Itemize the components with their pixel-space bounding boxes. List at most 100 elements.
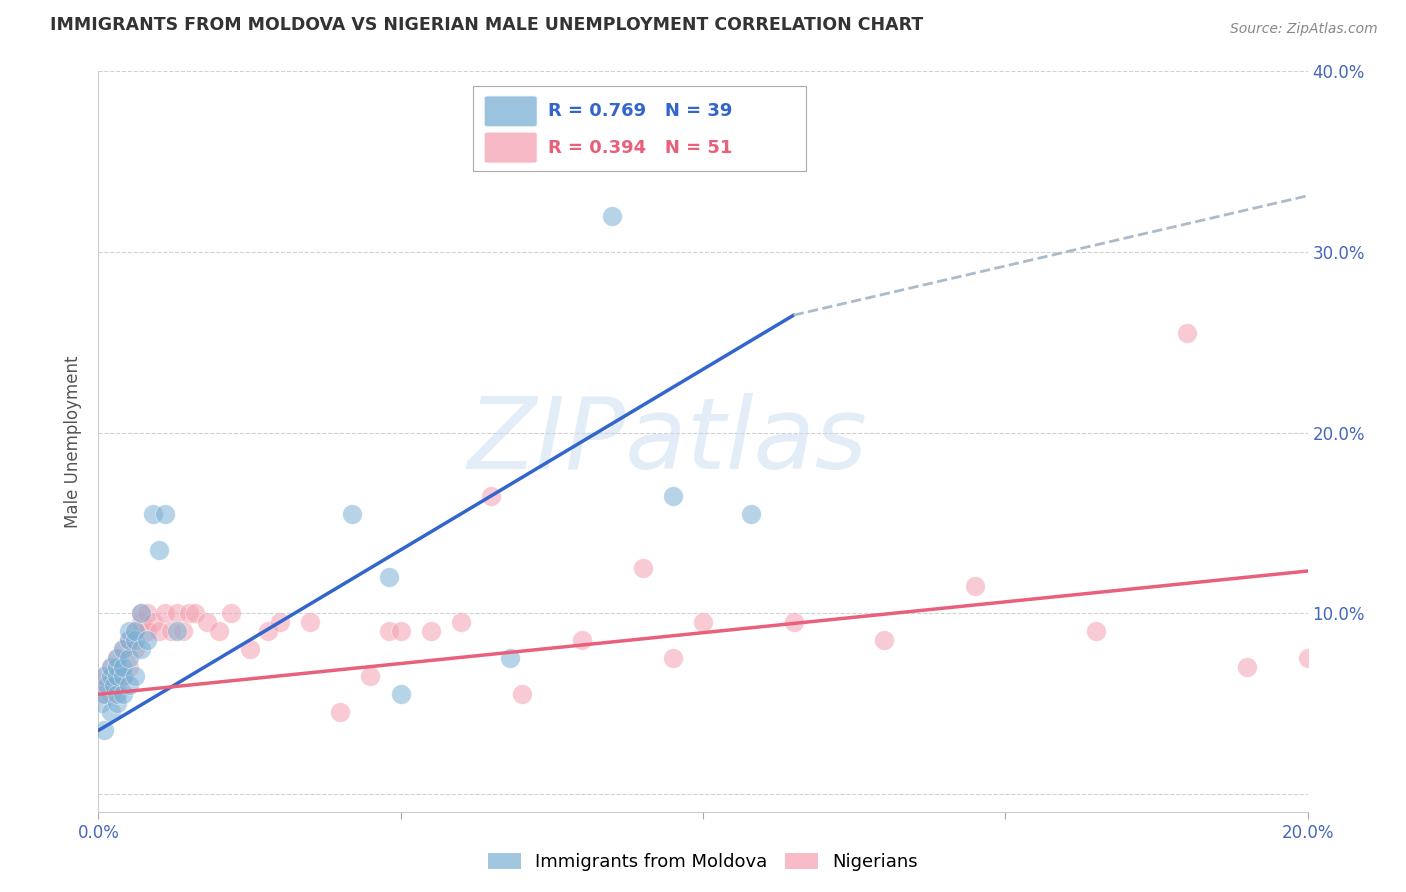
FancyBboxPatch shape (474, 87, 806, 171)
FancyBboxPatch shape (484, 132, 537, 163)
Point (221, 606, 243, 620)
Point (208, 624, 231, 639)
Point (166, 624, 188, 639)
Text: ZIPatlas: ZIPatlas (467, 393, 866, 490)
Point (166, 606, 188, 620)
Point (105, 678, 128, 692)
Point (269, 615, 291, 629)
Point (124, 624, 146, 639)
Point (692, 615, 714, 629)
Point (105, 651, 128, 665)
Point (153, 606, 176, 620)
Text: IMMIGRANTS FROM MOLDOVA VS NIGERIAN MALE UNEMPLOYMENT CORRELATION CHART: IMMIGRANTS FROM MOLDOVA VS NIGERIAN MALE… (51, 16, 924, 34)
Point (142, 615, 165, 629)
Point (93, 678, 115, 692)
Text: R = 0.769   N = 39: R = 0.769 N = 39 (548, 103, 733, 120)
Point (93, 669, 115, 683)
Point (96, 678, 118, 692)
Text: Source: ZipAtlas.com: Source: ZipAtlas.com (1230, 22, 1378, 37)
Point (90, 697, 112, 711)
Point (100, 660, 122, 674)
Point (256, 624, 278, 639)
Legend: Immigrants from Moldova, Nigerians: Immigrants from Moldova, Nigerians (481, 846, 925, 879)
Text: R = 0.394   N = 51: R = 0.394 N = 51 (548, 138, 733, 157)
Point (135, 633, 157, 648)
Point (602, 209, 624, 223)
Point (100, 660, 122, 674)
Point (329, 706, 352, 720)
Point (111, 669, 134, 683)
Point (105, 687, 128, 701)
Point (783, 615, 806, 629)
Point (100, 706, 122, 720)
Point (661, 489, 683, 503)
Point (142, 507, 165, 521)
Point (129, 606, 152, 620)
Point (360, 669, 382, 683)
Point (111, 642, 134, 657)
Point (195, 615, 218, 629)
Point (1236, 660, 1258, 674)
Point (631, 561, 654, 575)
Point (93, 687, 115, 701)
Point (105, 669, 128, 683)
Point (873, 633, 896, 648)
Point (160, 624, 183, 639)
FancyBboxPatch shape (484, 95, 537, 127)
Point (377, 624, 399, 639)
Point (124, 669, 146, 683)
Point (100, 687, 122, 701)
Point (103, 678, 125, 692)
Point (740, 507, 762, 521)
Point (129, 615, 152, 629)
Point (105, 660, 128, 674)
Point (124, 624, 146, 639)
Point (124, 642, 146, 657)
Point (299, 615, 322, 629)
Point (342, 507, 364, 521)
Point (118, 633, 141, 648)
Point (111, 642, 134, 657)
Point (118, 624, 141, 639)
Point (389, 687, 412, 701)
Point (105, 697, 128, 711)
Point (111, 669, 134, 683)
Point (135, 606, 157, 620)
Point (93, 723, 115, 738)
Point (172, 624, 194, 639)
Point (129, 642, 152, 657)
Point (118, 678, 141, 692)
Point (481, 489, 503, 503)
Point (420, 624, 443, 639)
Point (1175, 326, 1198, 341)
Point (118, 660, 141, 674)
Point (90, 687, 112, 701)
Point (377, 570, 399, 584)
Point (124, 633, 146, 648)
Point (1296, 651, 1319, 665)
Point (450, 615, 472, 629)
Point (184, 606, 207, 620)
Point (93, 669, 115, 683)
Point (153, 507, 176, 521)
Point (661, 651, 683, 665)
Point (1085, 624, 1108, 639)
Point (129, 606, 152, 620)
Point (179, 606, 201, 620)
Point (100, 669, 122, 683)
Point (118, 633, 141, 648)
Point (389, 624, 412, 639)
Point (965, 579, 987, 593)
Point (239, 642, 262, 657)
Point (148, 542, 170, 557)
Y-axis label: Male Unemployment: Male Unemployment (65, 355, 83, 528)
Point (148, 624, 170, 639)
Point (111, 687, 134, 701)
Point (498, 651, 520, 665)
Point (111, 660, 134, 674)
Point (118, 651, 141, 665)
Point (105, 651, 128, 665)
Point (571, 633, 593, 648)
Point (510, 687, 533, 701)
Point (135, 624, 157, 639)
